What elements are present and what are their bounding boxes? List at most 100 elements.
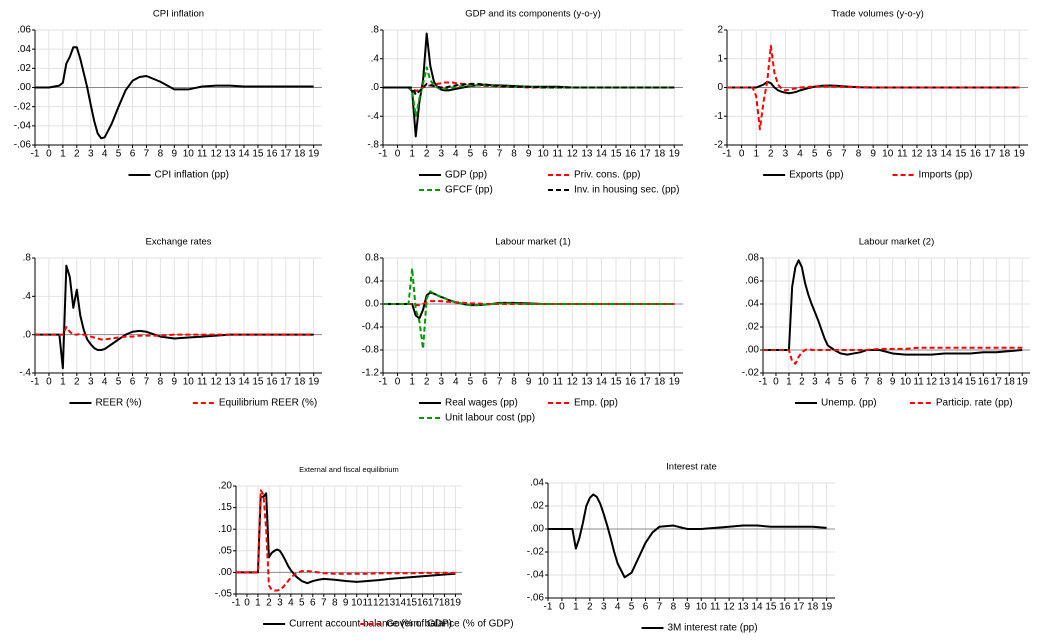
x-tick-label: 14 xyxy=(238,149,250,160)
x-tick-label: 5 xyxy=(629,602,635,613)
x-tick-label: 6 xyxy=(130,377,136,388)
x-tick-label: 5 xyxy=(299,598,305,609)
legend-label: GDP (pp) xyxy=(445,170,487,181)
x-tick-label: 15 xyxy=(406,598,418,609)
legend-label: REER (%) xyxy=(95,398,141,409)
x-tick-label: 10 xyxy=(900,377,912,388)
y-tick-label: -2 xyxy=(714,140,723,151)
x-tick-label: 16 xyxy=(970,149,982,160)
x-tick-label: 10 xyxy=(882,149,894,160)
x-tick-label: 19 xyxy=(669,149,681,160)
x-tick-label: 13 xyxy=(939,377,951,388)
x-tick-label: 12 xyxy=(211,377,223,388)
x-tick-label: 0 xyxy=(244,598,250,609)
x-tick-label: 17 xyxy=(428,598,440,609)
x-tick-label: 3 xyxy=(783,149,789,160)
x-tick-label: 8 xyxy=(856,149,862,160)
x-tick-label: 2 xyxy=(266,598,272,609)
x-tick-label: 2 xyxy=(799,377,805,388)
x-tick-label: -1 xyxy=(544,602,553,613)
y-tick-label: .4 xyxy=(23,291,32,302)
legend-label: Priv. cons. (pp) xyxy=(574,170,641,181)
chart-title: Labour market (2) xyxy=(859,237,935,248)
chart-title: Trade volumes (y-o-y) xyxy=(831,9,924,20)
x-tick-label: 14 xyxy=(395,598,407,609)
x-tick-label: 13 xyxy=(581,149,593,160)
y-tick-label: -1 xyxy=(714,111,723,122)
x-tick-label: 12 xyxy=(567,149,579,160)
y-tick-label: .00 xyxy=(218,567,232,578)
x-tick-label: 8 xyxy=(511,377,517,388)
legend-label: 3M interest rate (pp) xyxy=(668,623,758,634)
x-tick-label: 13 xyxy=(224,149,236,160)
x-tick-label: 11 xyxy=(913,377,924,388)
legend-label: Equilibrium REER (%) xyxy=(219,398,317,409)
x-tick-label: 1 xyxy=(60,149,66,160)
x-tick-label: 12 xyxy=(724,602,736,613)
y-tick-label: .04 xyxy=(17,44,31,55)
x-tick-label: -1 xyxy=(759,377,768,388)
y-tick-label: -.8 xyxy=(367,140,379,151)
x-tick-label: 15 xyxy=(765,602,777,613)
x-tick-label: 19 xyxy=(308,377,320,388)
y-tick-label: .02 xyxy=(745,322,759,333)
x-tick-label: 2 xyxy=(74,149,80,160)
series-line xyxy=(383,82,675,96)
x-tick-label: 6 xyxy=(130,149,136,160)
x-tick-label: 12 xyxy=(373,598,385,609)
y-tick-label: .0 xyxy=(23,329,32,340)
series-line xyxy=(383,267,675,350)
x-tick-label: 15 xyxy=(610,377,622,388)
series-line xyxy=(236,489,456,592)
x-tick-label: 17 xyxy=(793,602,805,613)
legend-label: Emp. (pp) xyxy=(574,398,618,409)
x-tick-label: 0 xyxy=(46,377,52,388)
y-tick-label: .8 xyxy=(23,253,32,264)
y-tick-label: .00 xyxy=(745,345,759,356)
x-tick-label: 17 xyxy=(280,377,292,388)
x-tick-label: 3 xyxy=(88,149,94,160)
x-tick-label: 5 xyxy=(468,149,474,160)
x-tick-label: 10 xyxy=(538,377,550,388)
x-tick-label: 11 xyxy=(897,149,908,160)
x-tick-label: 18 xyxy=(654,377,666,388)
chart-panel: Trade volumes (y-o-y)-1 0 1 2 3 4 5 6 7 8 9 10 11 12 1… xyxy=(714,9,1028,181)
x-tick-label: 6 xyxy=(482,149,488,160)
y-tick-label: .4 xyxy=(371,53,380,64)
y-tick-label: .02 xyxy=(17,63,31,74)
x-tick-label: 6 xyxy=(827,149,833,160)
x-tick-label: 5 xyxy=(116,377,122,388)
x-tick-label: 4 xyxy=(102,377,108,388)
x-tick-label: 8 xyxy=(511,149,517,160)
chart-panel: Exchange rates-1 0 1 2 3 4 5 6 7 8 9 10 11 12 13 14 15 16… xyxy=(19,237,322,409)
x-tick-label: 9 xyxy=(526,149,532,160)
y-tick-label: .05 xyxy=(218,545,232,556)
x-tick-label: 14 xyxy=(952,377,964,388)
chart-title: CPI inflation xyxy=(153,9,204,20)
x-tick-label: -1 xyxy=(379,149,388,160)
series-line xyxy=(35,46,314,140)
x-tick-label: 3 xyxy=(277,598,283,609)
chart-panel: CPI inflation-1 0 1 2 3 4 5 6 7 8 9 10 11 12 13 14 15 16 1… xyxy=(14,9,322,181)
x-tick-label: 18 xyxy=(294,377,306,388)
y-tick-label: -.04 xyxy=(527,570,545,581)
x-tick-label: 19 xyxy=(450,598,462,609)
x-tick-label: 19 xyxy=(821,602,833,613)
x-tick-label: 7 xyxy=(657,602,663,613)
x-tick-label: 16 xyxy=(625,149,637,160)
x-tick-label: 2 xyxy=(424,377,430,388)
y-tick-label: -.06 xyxy=(14,140,32,151)
y-tick-label: -0.4 xyxy=(362,322,380,333)
y-tick-label: .08 xyxy=(745,253,759,264)
x-tick-label: 9 xyxy=(685,602,691,613)
x-tick-label: 8 xyxy=(332,598,338,609)
legend-label: Unit labour cost (pp) xyxy=(445,413,535,424)
x-tick-label: 1 xyxy=(573,602,579,613)
series-line xyxy=(763,346,1023,365)
x-tick-label: 18 xyxy=(294,149,306,160)
legend-label: Real wages (pp) xyxy=(445,398,518,409)
series-line xyxy=(727,44,1020,131)
x-tick-label: 11 xyxy=(362,598,373,609)
x-tick-label: 3 xyxy=(88,377,94,388)
